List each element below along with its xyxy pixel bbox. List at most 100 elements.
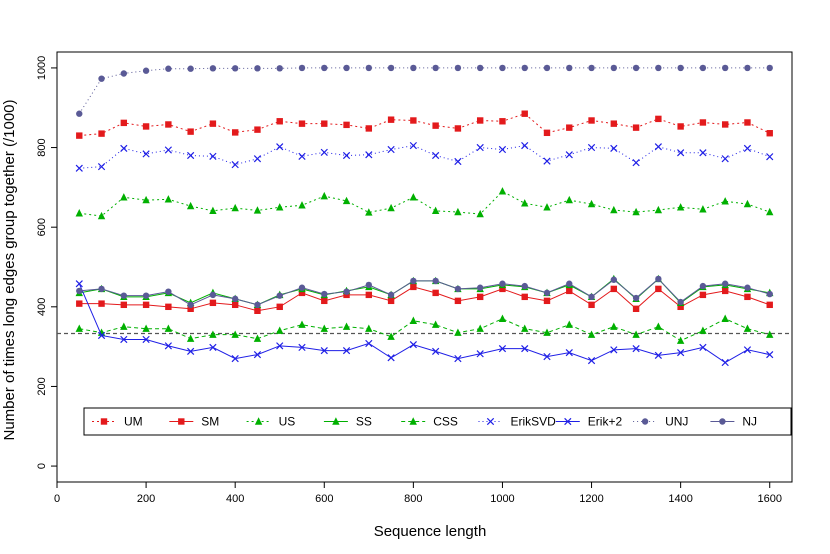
data-point-sm <box>142 301 150 309</box>
data-point-us <box>676 203 685 211</box>
data-point-unj <box>744 64 751 72</box>
data-point-nj <box>588 293 595 301</box>
x-tick-label: 0 <box>54 493 60 505</box>
series-eriksvd <box>75 141 774 172</box>
data-point-css <box>276 326 284 334</box>
data-point-eriksvd <box>432 151 440 160</box>
data-point-um <box>387 116 395 123</box>
data-point-eriksvd <box>342 151 351 160</box>
data-point-erik-2 <box>365 339 373 348</box>
legend-item-us: US <box>246 415 295 429</box>
legend-marker-nj <box>719 418 726 425</box>
legend-label-unj: UNJ <box>665 415 688 429</box>
data-point-nj <box>566 280 573 287</box>
legend-marker-erik-2 <box>564 417 572 426</box>
data-point-sm <box>766 301 773 309</box>
data-point-um <box>120 119 128 127</box>
data-point-unj <box>209 65 217 72</box>
data-point-eriksvd <box>699 149 707 157</box>
data-point-unj <box>187 65 194 72</box>
data-point-sm <box>231 301 239 309</box>
data-point-css <box>75 324 83 332</box>
data-point-eriksvd <box>120 144 128 152</box>
data-point-nj <box>499 280 506 287</box>
data-point-unj <box>231 65 239 72</box>
data-point-sm <box>165 303 172 311</box>
series-css <box>75 314 774 344</box>
data-point-um <box>632 124 640 131</box>
data-point-erik-2 <box>476 350 484 358</box>
y-tick-label: 0 <box>36 463 48 469</box>
data-point-css <box>699 326 707 334</box>
plot-frame <box>56 51 793 483</box>
data-point-nj <box>142 292 150 299</box>
data-point-nj <box>632 294 640 302</box>
x-tick-label: 200 <box>137 493 155 505</box>
x-tick-label: 1000 <box>490 493 514 505</box>
data-point-nj <box>521 282 528 290</box>
data-point-css <box>298 320 306 328</box>
data-point-us <box>587 199 596 208</box>
data-point-eriksvd <box>276 143 284 151</box>
data-point-sm <box>677 303 684 311</box>
legend-marker-ss <box>332 417 340 425</box>
data-point-erik-2 <box>187 347 195 356</box>
series-line-erik-2 <box>78 283 770 364</box>
data-point-unj <box>499 64 506 72</box>
legend-label-erik-2: Erik+2 <box>588 415 623 429</box>
data-point-um <box>432 122 439 129</box>
x-tick-label: 400 <box>226 493 244 505</box>
data-point-sm <box>187 305 194 313</box>
data-point-unj <box>343 64 350 72</box>
data-point-nj <box>98 285 105 293</box>
data-point-sm <box>432 289 439 297</box>
data-point-us <box>387 203 395 212</box>
data-point-erik-2 <box>587 356 596 365</box>
data-point-unj <box>276 65 283 72</box>
data-point-nj <box>476 284 484 291</box>
data-point-um <box>254 126 261 133</box>
data-point-css <box>587 330 596 338</box>
data-point-erik-2 <box>164 342 172 350</box>
data-point-unj <box>142 67 150 74</box>
data-point-us <box>276 203 284 211</box>
data-point-erik-2 <box>209 343 217 352</box>
data-point-us <box>253 206 262 214</box>
data-point-erik-2 <box>632 344 640 353</box>
data-point-eriksvd <box>476 143 484 152</box>
data-point-sm <box>120 301 128 309</box>
data-point-sm <box>98 300 105 307</box>
data-point-us <box>610 205 618 214</box>
data-point-nj <box>766 290 773 298</box>
data-point-css <box>610 322 618 330</box>
data-point-sm <box>699 291 707 299</box>
data-point-nj <box>655 275 662 283</box>
series-erik-2 <box>75 280 774 367</box>
legend-label-sm: SM <box>201 415 219 429</box>
data-point-css <box>632 330 640 338</box>
series-line-ss <box>79 278 770 306</box>
data-point-css <box>543 328 551 336</box>
data-point-css <box>365 324 373 332</box>
data-point-eriksvd <box>743 144 752 152</box>
data-point-nj <box>254 301 261 309</box>
data-point-um <box>209 120 217 127</box>
data-point-unj <box>566 64 573 72</box>
data-point-eriksvd <box>387 145 395 154</box>
data-point-unj <box>766 64 773 72</box>
data-point-nj <box>432 277 439 285</box>
data-point-sm <box>655 285 662 293</box>
data-point-css <box>743 324 752 332</box>
data-point-unj <box>632 64 640 72</box>
data-point-sm <box>298 289 306 297</box>
data-point-erik-2 <box>677 348 685 357</box>
data-point-erik-2 <box>699 343 707 352</box>
data-point-us <box>498 187 507 195</box>
data-point-us <box>75 209 83 217</box>
data-point-us <box>454 207 462 216</box>
data-point-sm <box>365 291 373 299</box>
series-line-um <box>79 113 770 137</box>
data-point-eriksvd <box>521 141 529 150</box>
data-point-eriksvd <box>209 152 217 160</box>
data-point-css <box>409 316 418 324</box>
